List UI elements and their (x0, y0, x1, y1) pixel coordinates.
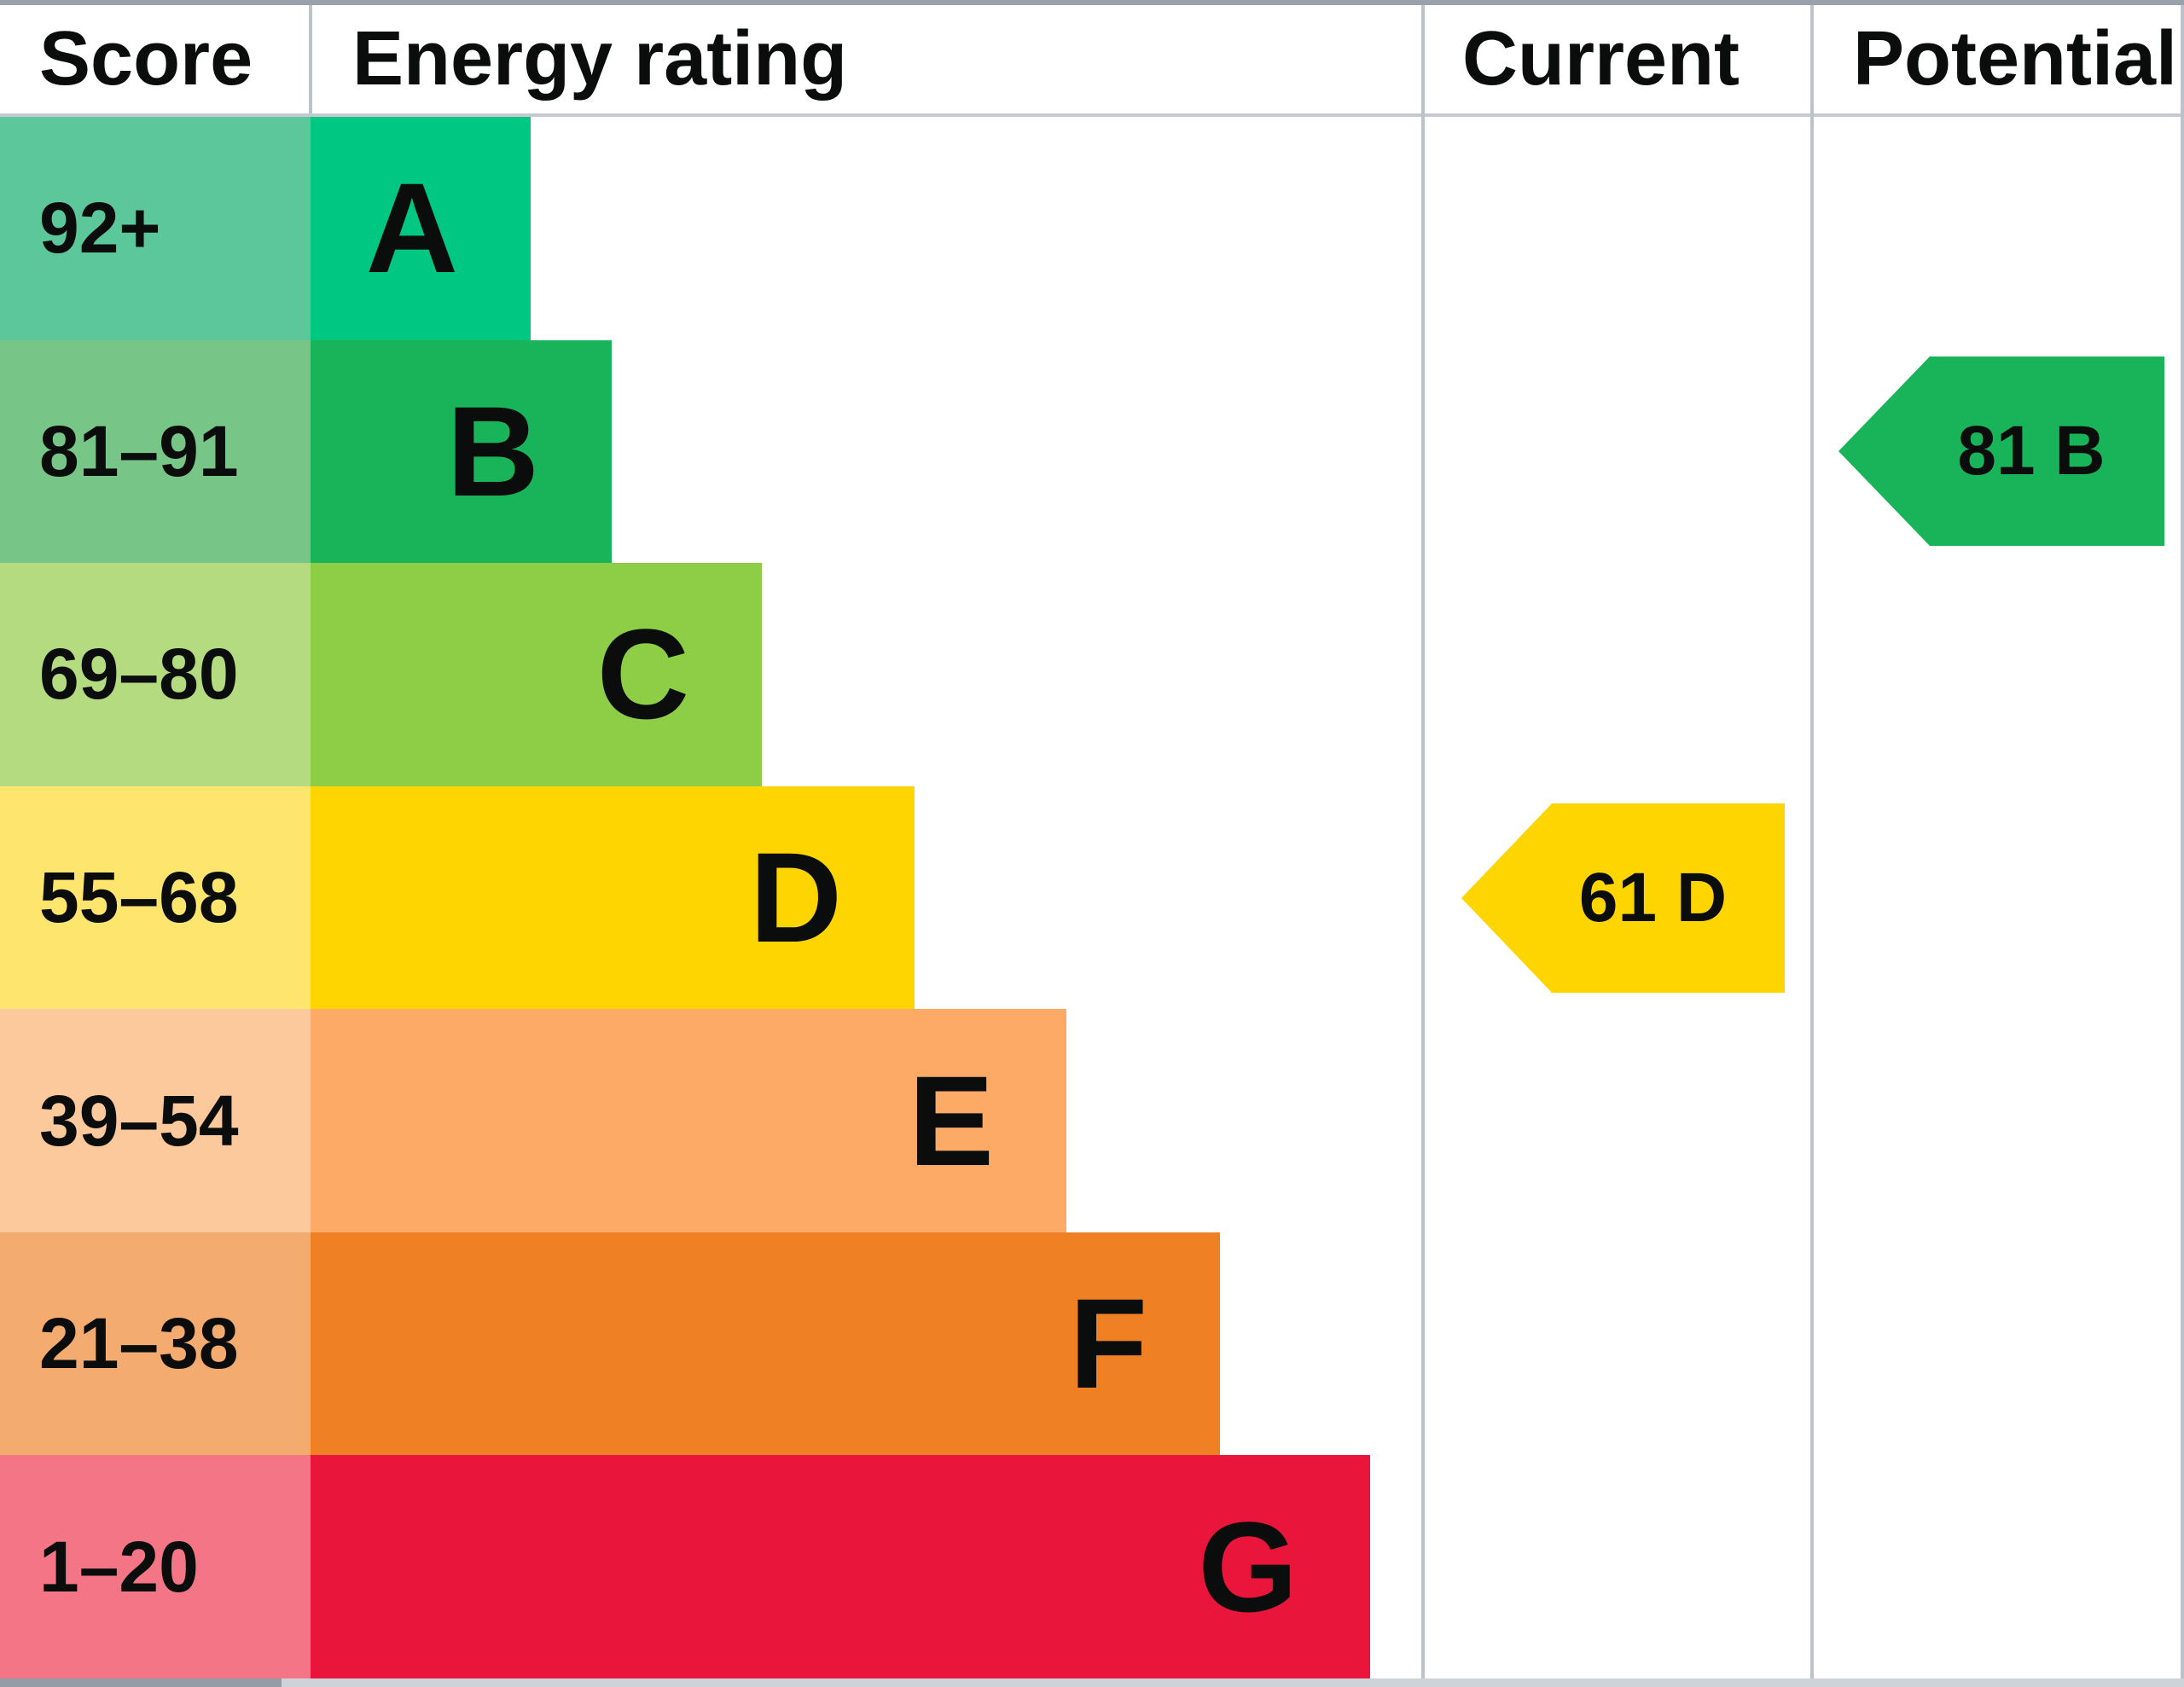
score-cell-b: 81–91 (0, 339, 311, 564)
score-range-label: 55–68 (39, 857, 239, 938)
right-border-line (2181, 5, 2184, 1678)
band-letter: G (1198, 1494, 1298, 1638)
band-row-b: 81–91 B (0, 339, 2184, 564)
band-row-c: 69–80 C (0, 563, 2184, 786)
horizontal-scrollbar-thumb[interactable] (0, 1678, 282, 1687)
column-header-score: Score (39, 16, 253, 101)
rating-bands: 92+ A 81–91 B 69–80 C 55–68 D 39–54 E 21–38 F 1–20 G (0, 117, 2184, 1679)
band-row-f: 21–38 F (0, 1232, 2184, 1456)
column-header-energy-rating: Energy rating (352, 16, 848, 101)
potential-column-divider (1810, 5, 1814, 1678)
score-cell-e: 39–54 (0, 1009, 311, 1232)
band-row-e: 39–54 E (0, 1009, 2184, 1232)
column-header-current: Current (1462, 16, 1740, 101)
score-cell-a: 92+ (0, 117, 311, 340)
current-column-divider (1421, 5, 1425, 1678)
score-cell-f: 21–38 (0, 1232, 311, 1456)
top-border (0, 0, 2184, 5)
header-row: Score Energy rating Current Potential (0, 5, 2184, 113)
band-bar-c: C (311, 563, 762, 786)
band-letter: B (446, 379, 539, 523)
band-bar-b: B (311, 339, 612, 564)
band-bar-f: F (311, 1232, 1220, 1456)
score-range-label: 1–20 (39, 1526, 199, 1607)
score-range-label: 69–80 (39, 634, 239, 715)
score-cell-d: 55–68 (0, 786, 311, 1010)
band-letter: C (596, 602, 689, 746)
score-cell-g: 1–20 (0, 1455, 311, 1679)
band-row-d: 55–68 D (0, 786, 2184, 1010)
band-letter: E (908, 1048, 994, 1192)
band-bar-d: D (311, 786, 915, 1010)
band-bar-g: G (311, 1455, 1370, 1679)
header-divider-line (0, 113, 2184, 117)
band-row-a: 92+ A (0, 117, 2184, 340)
column-header-potential: Potential (1853, 16, 2178, 101)
band-letter: A (365, 156, 458, 300)
horizontal-scrollbar-track[interactable] (0, 1678, 2184, 1687)
band-bar-a: A (311, 117, 531, 340)
score-range-label: 81–91 (39, 410, 239, 491)
score-column-divider (309, 5, 312, 113)
band-bar-e: E (311, 1009, 1066, 1232)
score-range-label: 21–38 (39, 1303, 239, 1384)
band-letter: F (1069, 1272, 1147, 1416)
score-range-label: 39–54 (39, 1080, 239, 1161)
score-cell-c: 69–80 (0, 563, 311, 786)
score-range-label: 92+ (39, 188, 161, 269)
band-letter: D (749, 826, 842, 970)
band-row-g: 1–20 G (0, 1455, 2184, 1679)
